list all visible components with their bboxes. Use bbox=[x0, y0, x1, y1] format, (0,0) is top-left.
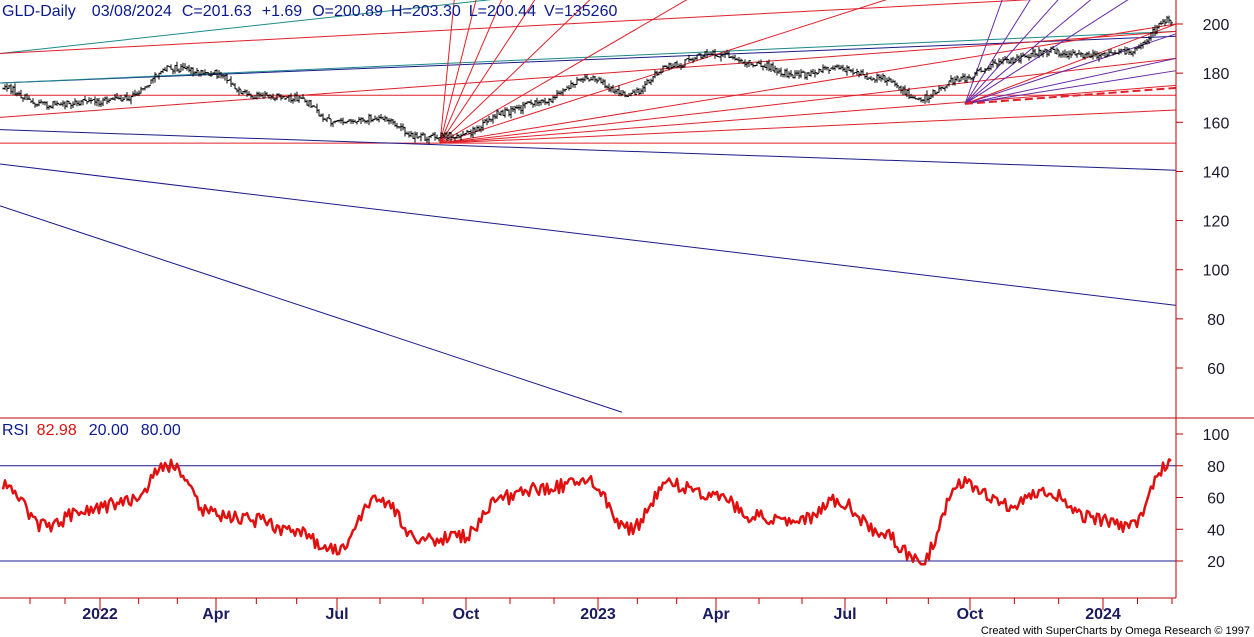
rsi-value-label: 82.98 bbox=[37, 422, 77, 439]
close-label: C=201.63 bbox=[182, 3, 252, 20]
date-label: 03/08/2024 bbox=[92, 3, 172, 20]
rsi-tick-label: 20 bbox=[1207, 554, 1225, 571]
price-tick-label: 200 bbox=[1203, 17, 1230, 34]
price-panel: 60 80 100 120 140 160 180 200 bbox=[0, 0, 1254, 419]
price-axis-ticks: 60 80 100 120 140 160 180 200 bbox=[1176, 17, 1229, 378]
fan-line-purple bbox=[964, 0, 1031, 105]
rsi-header: RSI 82.98 20.00 80.00 bbox=[2, 422, 181, 439]
price-bars bbox=[2, 15, 1173, 145]
rsi-tick-label: 60 bbox=[1207, 491, 1225, 508]
fan-line bbox=[439, 0, 591, 144]
time-axis-labels: 2022 Apr Jul Oct 2023 Apr Jul Oct 2024 bbox=[82, 598, 1121, 623]
price-tick-label: 100 bbox=[1203, 263, 1230, 280]
price-tick-label: 180 bbox=[1203, 66, 1230, 83]
trend-line bbox=[0, 163, 1177, 306]
time-axis-label: 2022 bbox=[82, 606, 118, 623]
fan-line bbox=[439, 0, 477, 144]
rsi-tick-label: 80 bbox=[1207, 459, 1225, 476]
rsi-tick-label: 100 bbox=[1203, 427, 1230, 444]
fan-line bbox=[439, 84, 1177, 144]
price-tick-label: 80 bbox=[1207, 312, 1225, 329]
rsi-lower-label: 20.00 bbox=[89, 422, 129, 439]
rsi-name-label: RSI bbox=[2, 422, 29, 439]
price-tick-label: 120 bbox=[1203, 214, 1230, 231]
price-header: GLD-Daily 03/08/2024 C=201.63 +1.69 O=200.89… bbox=[2, 3, 617, 20]
time-axis: 2022 Apr Jul Oct 2023 Apr Jul Oct 2024 bbox=[0, 597, 1176, 623]
low-label: L=200.44 bbox=[469, 3, 536, 20]
fan-line bbox=[439, 23, 1177, 144]
fan-line bbox=[439, 0, 688, 144]
time-axis-label: Apr bbox=[702, 606, 730, 623]
fan-line bbox=[439, 0, 887, 144]
fan-line-purple bbox=[964, 0, 1003, 105]
fan-line bbox=[439, 0, 455, 144]
rsi-tick-label: 40 bbox=[1207, 522, 1225, 539]
change-label: +1.69 bbox=[262, 3, 303, 20]
fan-line bbox=[439, 0, 536, 144]
time-axis-label: Jul bbox=[833, 606, 856, 623]
time-axis-label: Jul bbox=[325, 606, 348, 623]
time-axis-label: Oct bbox=[453, 606, 480, 623]
trend-line bbox=[0, 129, 1177, 171]
fan-lines bbox=[0, 0, 1177, 413]
trend-line bbox=[0, 205, 623, 413]
fan-line-purple bbox=[964, 0, 1059, 105]
fan-line bbox=[964, 23, 1177, 105]
symbol-label: GLD-Daily bbox=[2, 3, 76, 20]
fan-line-purple bbox=[964, 57, 1177, 105]
time-axis-label: Oct bbox=[957, 606, 984, 623]
rsi-axis-ticks: 20 40 60 80 100 bbox=[1176, 427, 1229, 571]
time-axis-label: Apr bbox=[202, 606, 230, 623]
fan-line-teal bbox=[0, 0, 493, 54]
fan-line-purple bbox=[964, 70, 1177, 105]
fan-line bbox=[0, 0, 1034, 54]
open-label: O=200.89 bbox=[312, 3, 383, 20]
time-axis-label: 2023 bbox=[580, 606, 616, 623]
time-axis-label: 2024 bbox=[1085, 606, 1121, 623]
rsi-upper-label: 80.00 bbox=[141, 422, 181, 439]
rsi-line bbox=[1, 458, 1172, 566]
price-tick-label: 160 bbox=[1203, 115, 1230, 132]
rsi-panel: 20 40 60 80 100 bbox=[0, 418, 1229, 598]
fan-line bbox=[439, 57, 1177, 144]
high-label: H=203.30 bbox=[391, 3, 461, 20]
credit-label: Created with SuperCharts by Omega Resear… bbox=[981, 625, 1250, 637]
price-tick-label: 140 bbox=[1203, 164, 1230, 181]
fan-line bbox=[0, 30, 1177, 118]
price-tick-label: 60 bbox=[1207, 361, 1225, 378]
volume-label: V=135260 bbox=[544, 3, 618, 20]
fan-line bbox=[439, 0, 503, 144]
trend-line bbox=[0, 35, 1177, 84]
fan-line bbox=[439, 109, 1177, 144]
